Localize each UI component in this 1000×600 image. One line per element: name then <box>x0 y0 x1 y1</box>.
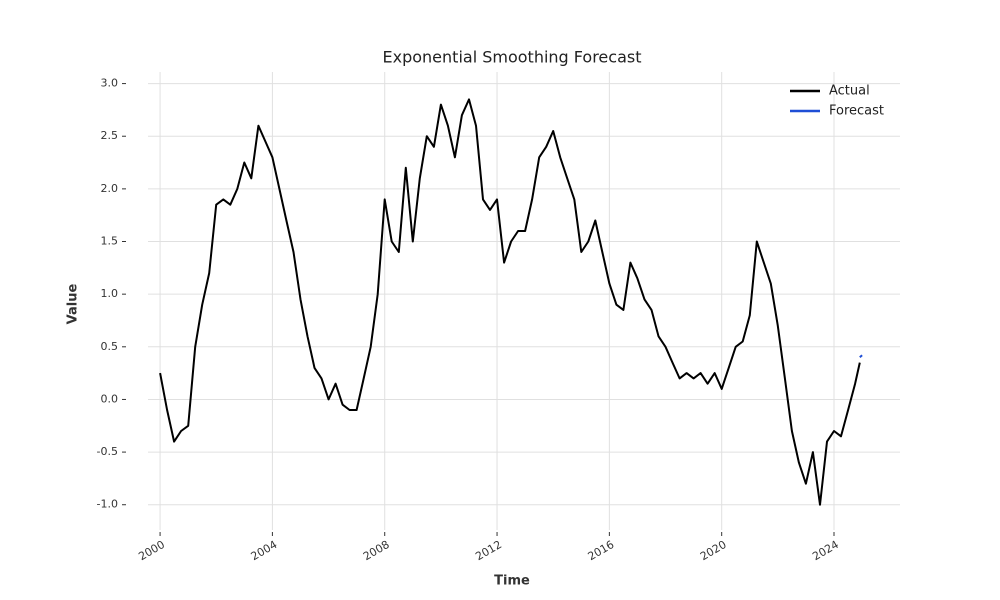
legend-label: Actual <box>829 84 870 99</box>
series-line <box>159 98 861 506</box>
x-tick-label: 2020 <box>698 538 729 563</box>
legend-label: Forecast <box>829 104 884 119</box>
y-tick-label: -0.5 <box>97 445 118 458</box>
x-tick-label: 2024 <box>810 538 841 563</box>
x-tick-label: 2000 <box>136 538 167 563</box>
x-tick-label: 2016 <box>586 538 617 563</box>
y-axis-label: Value <box>66 283 81 324</box>
y-tick-label: 3.0 <box>101 77 119 90</box>
y-tick-label: 1.0 <box>101 287 119 300</box>
y-tick-label: 0.0 <box>101 392 119 405</box>
y-tick-label: 1.5 <box>101 235 119 248</box>
y-tick-label: 2.5 <box>101 129 119 142</box>
x-tick-label: 2012 <box>473 538 504 563</box>
y-tick-label: 2.0 <box>101 182 119 195</box>
x-tick-label: 2008 <box>361 538 392 563</box>
chart-title: Exponential Smoothing Forecast <box>383 48 642 67</box>
x-tick-label: 2004 <box>249 538 280 563</box>
series-line <box>859 354 863 359</box>
x-axis-label: Time <box>494 574 530 589</box>
y-tick-label: -1.0 <box>97 498 118 511</box>
y-tick-label: 0.5 <box>101 340 119 353</box>
